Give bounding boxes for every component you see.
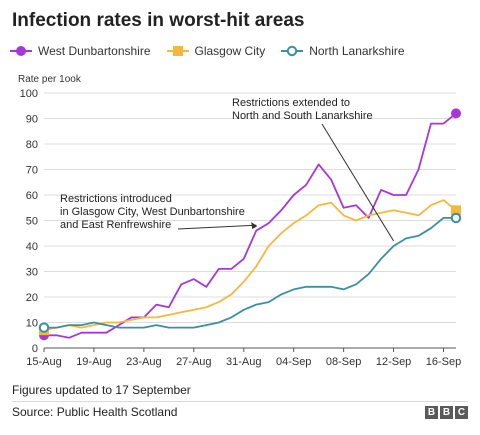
y-tick-label: 90 — [26, 114, 38, 126]
legend-item: Glasgow City — [166, 44, 266, 58]
x-tick-label: 31-Aug — [226, 356, 261, 368]
series-end-marker — [451, 205, 461, 216]
legend-item: West Dunbartonshire — [10, 44, 151, 58]
footer-divider — [12, 401, 468, 402]
y-axis-label: Rate per 1ook — [18, 74, 82, 85]
annotation-restrictions-introduced: Restrictions introduced in Glasgow City, … — [60, 193, 245, 231]
source-note: Source: Public Health Scotland — [12, 405, 178, 419]
y-tick-label: 70 — [26, 165, 38, 177]
series-end-marker — [451, 108, 461, 119]
series-line — [43, 199, 457, 331]
annotation-arrowhead — [251, 222, 258, 230]
annotation-leader-line — [177, 224, 257, 230]
x-tick-label: 16-Sep — [426, 356, 461, 368]
y-tick-label: 60 — [26, 190, 38, 202]
x-tick-label: 27-Aug — [176, 356, 211, 368]
legend-label: Glasgow City — [194, 44, 266, 58]
x-tick-label: 12-Sep — [376, 356, 411, 368]
legend-label: West Dunbartonshire — [38, 44, 151, 58]
legend-swatch — [166, 46, 189, 56]
y-tick-label: 0 — [32, 343, 38, 355]
annotation-line: Restrictions introduced — [60, 193, 172, 205]
bbc-logo-letter: C — [455, 406, 468, 419]
legend-swatch — [281, 45, 304, 57]
x-tick-label: 08-Sep — [326, 356, 361, 368]
x-tick-label: 19-Aug — [76, 356, 111, 368]
annotation-line: North and South Lanarkshire — [232, 110, 373, 122]
bbc-logo-letter: B — [440, 406, 453, 419]
legend: West Dunbartonshire Glasgow City North Lan… — [10, 42, 421, 60]
x-tick-label: 23-Aug — [126, 356, 161, 368]
y-tick-label: 10 — [26, 318, 38, 330]
y-tick-label: 20 — [26, 292, 38, 304]
legend-swatch — [10, 46, 32, 56]
legend-swatch-marker — [16, 46, 26, 56]
legend-label: North Lanarkshire — [309, 44, 405, 58]
annotation-line: and East Renfrewshire — [60, 219, 171, 231]
chart-title: Infection rates in worst-hit areas — [12, 10, 305, 31]
annotation-line: Restrictions extended to — [232, 97, 350, 109]
series-start-marker — [38, 322, 50, 333]
annotation-leader-line — [321, 123, 395, 242]
bbc-logo-letter: B — [425, 406, 438, 419]
y-tick-label: 100 — [20, 88, 38, 100]
legend-swatch-marker — [172, 46, 183, 56]
annotation-restrictions-extended: Restrictions extended to North and South … — [232, 97, 373, 122]
y-tick-label: 40 — [26, 241, 38, 253]
legend-item: North Lanarkshire — [281, 44, 405, 58]
y-tick-label: 50 — [26, 216, 38, 228]
x-tick-label: 04-Sep — [276, 356, 311, 368]
series-line — [44, 112, 457, 339]
legend-swatch-marker — [286, 45, 298, 57]
x-tick-label: 15-Aug — [26, 356, 61, 368]
footnote: Figures updated to 17 September — [12, 383, 191, 397]
annotation-line: in Glasgow City, West Dunbartonshire — [60, 206, 245, 218]
series-end-marker — [450, 212, 462, 224]
line-chart: Rate per 1ook Restrictions introduced in … — [18, 74, 462, 368]
y-tick-label: 30 — [26, 267, 38, 279]
y-tick-label: 80 — [26, 139, 38, 151]
bbc-logo: B B C — [423, 406, 468, 419]
series-line — [44, 216, 456, 329]
